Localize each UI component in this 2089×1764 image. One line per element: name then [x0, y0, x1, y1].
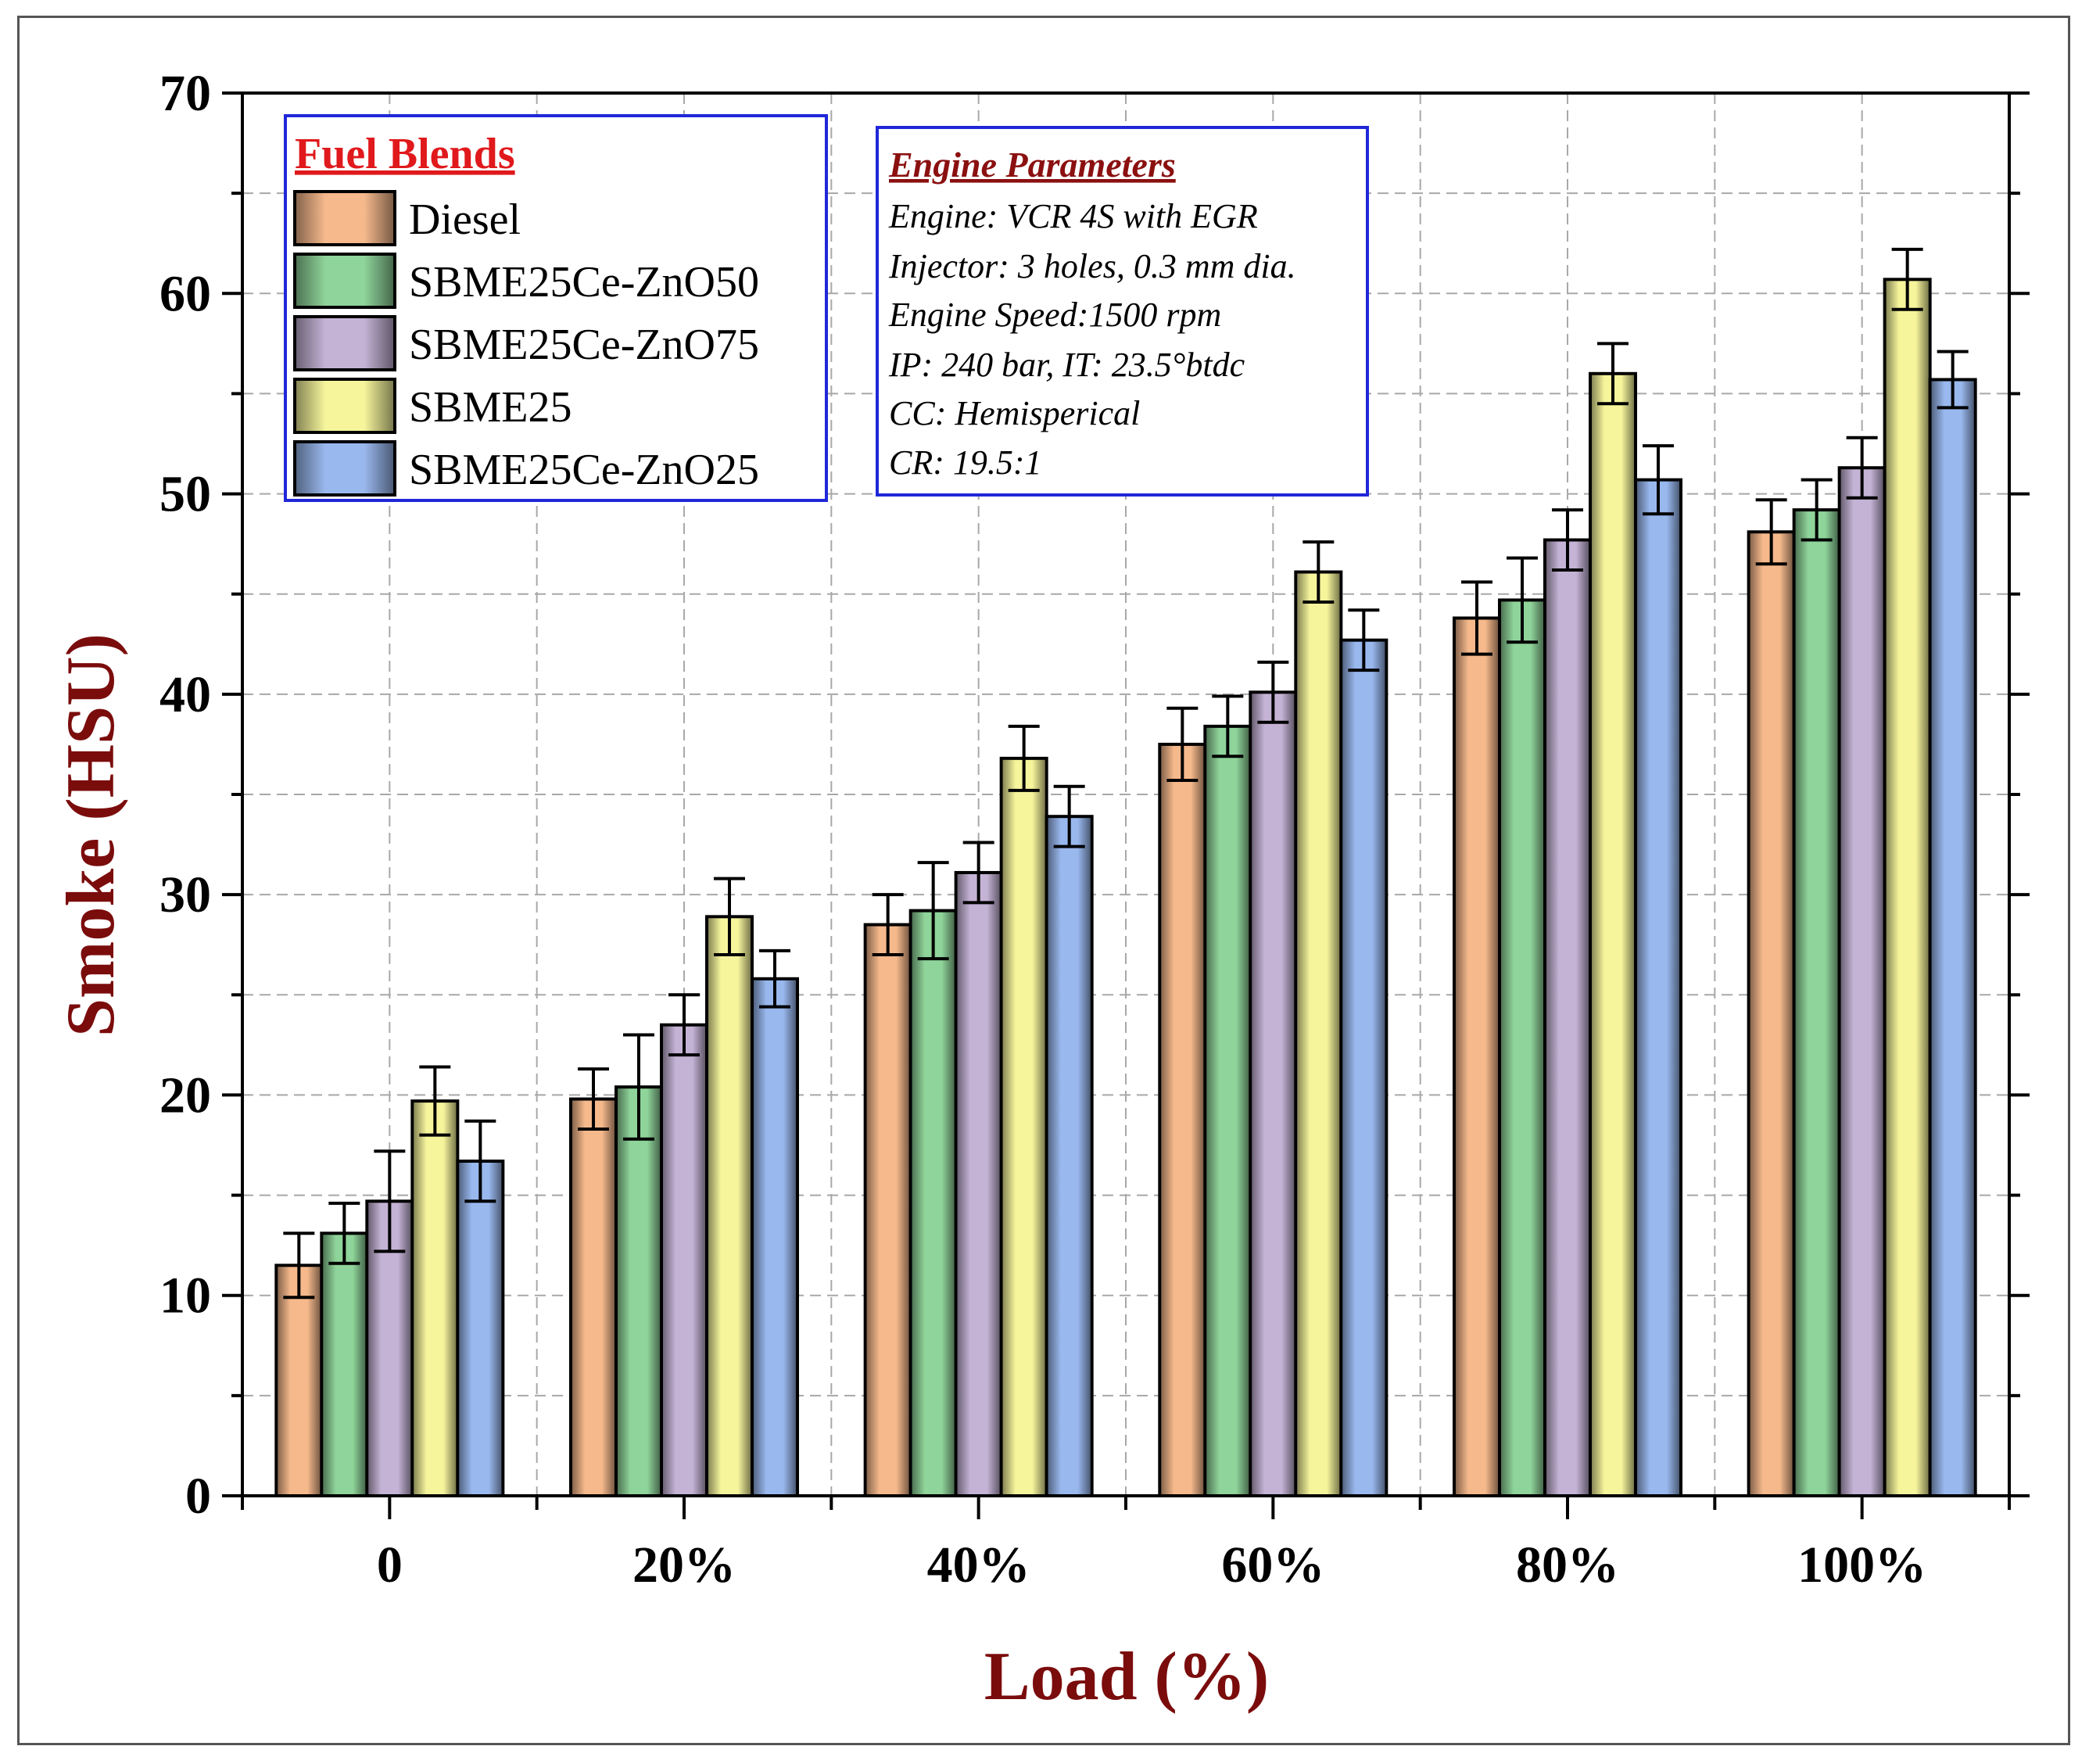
legend: Fuel Blends Diesel SBME25Ce-ZnO50 SBME25Ce…	[284, 114, 828, 502]
bar-shading	[1342, 641, 1385, 1495]
legend-label: SBME25Ce-ZnO25	[409, 446, 759, 494]
y-tick-label: 50	[159, 466, 211, 523]
engine-parameters-box: Engine Parameters Engine: VCR 4S with EG…	[876, 126, 1369, 497]
bar-shading	[459, 1163, 502, 1494]
parameter-line: Engine: VCR 4S with EGR	[888, 197, 1258, 235]
parameters-frame	[876, 126, 1369, 497]
bar-shading	[1161, 745, 1204, 1494]
legend-title: Fuel Blends	[295, 130, 515, 178]
legend-label: SBME25Ce-ZnO75	[409, 321, 759, 369]
legend-label: Diesel	[409, 195, 521, 244]
bar-shading	[1840, 469, 1883, 1494]
bar-shading	[1297, 573, 1340, 1494]
legend-swatch-shading	[296, 443, 393, 493]
bar-shading	[1546, 541, 1589, 1495]
bar-shading	[1931, 381, 1974, 1495]
bar-shading	[1592, 375, 1634, 1494]
x-tick-label: 80%	[1516, 1536, 1619, 1594]
bar-shading	[1456, 619, 1498, 1495]
parameter-line: Engine Speed:1500 rpm	[888, 296, 1221, 334]
bar-shading	[912, 912, 955, 1494]
bar-shading	[663, 1026, 705, 1494]
bar-shading	[866, 926, 909, 1494]
bar-shading	[572, 1100, 615, 1494]
y-tick-label: 40	[159, 666, 211, 723]
bar-shading	[1252, 694, 1295, 1494]
bar-shading	[278, 1267, 321, 1494]
x-tick-label: 40%	[927, 1536, 1030, 1594]
y-tick-label: 60	[159, 265, 211, 322]
x-tick-label: 0	[377, 1536, 403, 1594]
figure-frame: 0 10 20 30 40 50 60 70 0 20% 40% 60% 80% 100% Fuel Bl…	[17, 16, 2070, 1745]
bar-shading	[618, 1088, 660, 1494]
parameter-line: CR: 19.5:1	[889, 443, 1042, 482]
bar-shading	[1637, 481, 1679, 1495]
x-tick-label: 60%	[1221, 1536, 1324, 1594]
legend-swatch-shading	[296, 318, 393, 368]
x-axis-title: Load (%)	[984, 1639, 1269, 1715]
parameter-line: IP: 240 bar, IT: 23.5°btdc	[888, 346, 1245, 384]
y-tick-label: 0	[185, 1468, 211, 1525]
parameter-line: Injector: 3 holes, 0.3 mm dia.	[888, 247, 1296, 285]
bar-shading	[1206, 727, 1249, 1494]
parameters-title: Engine Parameters	[888, 145, 1176, 185]
bar-shading	[1750, 533, 1793, 1495]
x-tick-label: 20%	[632, 1536, 736, 1594]
bar-shading	[323, 1235, 366, 1494]
bar-shading	[1501, 601, 1543, 1494]
bar-shading	[708, 918, 751, 1494]
y-axis-title: Smoke (HSU)	[53, 633, 129, 1037]
bar-shading	[957, 873, 1000, 1494]
legend-label: SBME25Ce-ZnO50	[409, 258, 759, 307]
bar-shading	[754, 980, 796, 1494]
legend-swatch-shading	[296, 256, 393, 306]
parameter-line: CC: Hemisperical	[889, 394, 1140, 432]
bar-shading	[1048, 818, 1091, 1494]
y-tick-label: 30	[159, 866, 211, 923]
legend-swatch-shading	[296, 381, 393, 431]
x-tick-label: 100%	[1797, 1536, 1926, 1594]
bar-chart: 0 10 20 30 40 50 60 70 0 20% 40% 60% 80% 100% Fuel Bl…	[53, 65, 2030, 1715]
y-tick-label: 20	[159, 1067, 211, 1124]
legend-swatch-shading	[296, 193, 393, 243]
bar-shading	[414, 1102, 457, 1494]
bar-shading	[1002, 759, 1045, 1494]
bar-shading	[1795, 511, 1838, 1495]
y-tick-label: 70	[159, 65, 211, 122]
y-tick-label: 10	[159, 1267, 211, 1325]
legend-label: SBME25	[409, 383, 572, 432]
bar-shading	[1886, 281, 1929, 1494]
